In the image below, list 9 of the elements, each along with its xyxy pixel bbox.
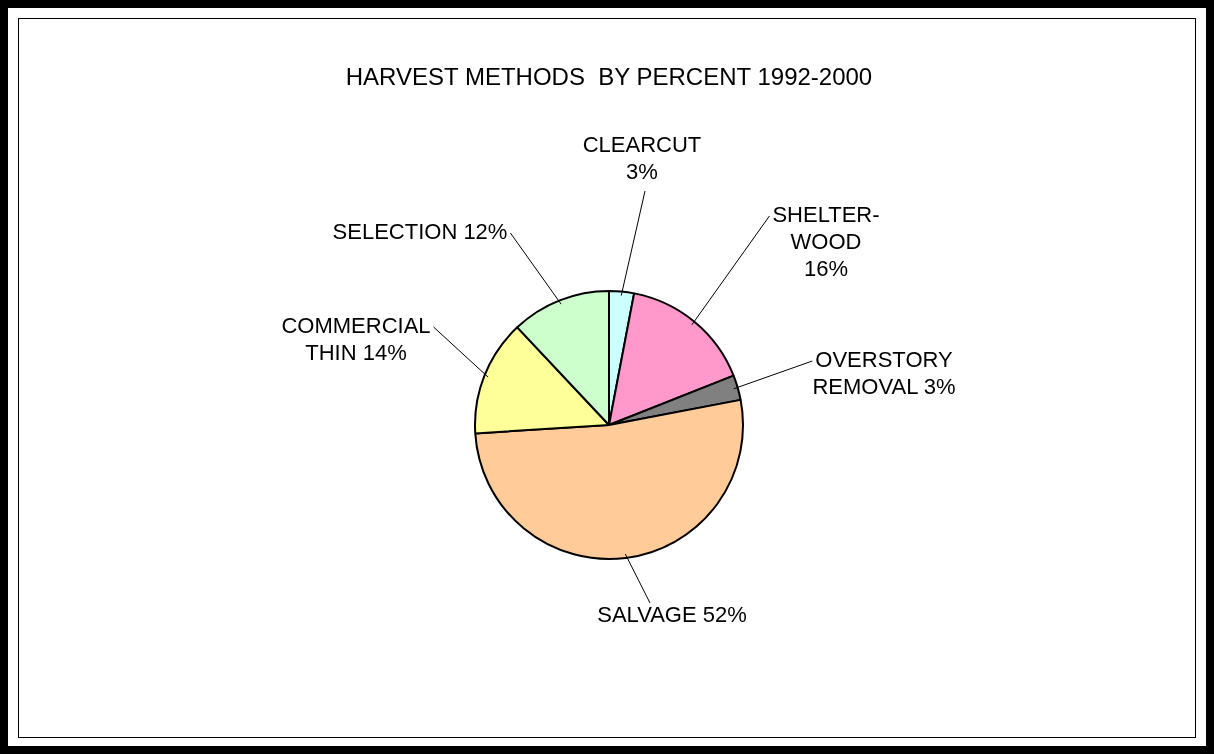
slice-label: OVERSTORY REMOVAL 3% [812, 347, 956, 400]
chart-title: HARVEST METHODS BY PERCENT 1992-2000 [345, 62, 873, 90]
slice-label: CLEARCUT [582, 132, 702, 158]
data-label: 3% [626, 159, 658, 185]
slice-label: SHELTER-WOOD [772, 202, 880, 255]
slice-label: COMMERCIAL THIN 14% [281, 313, 431, 366]
slice-label: SALVAGE 52% [597, 602, 747, 628]
slice-label: SELECTION 12% [332, 219, 508, 245]
data-label: 16% [803, 256, 849, 282]
